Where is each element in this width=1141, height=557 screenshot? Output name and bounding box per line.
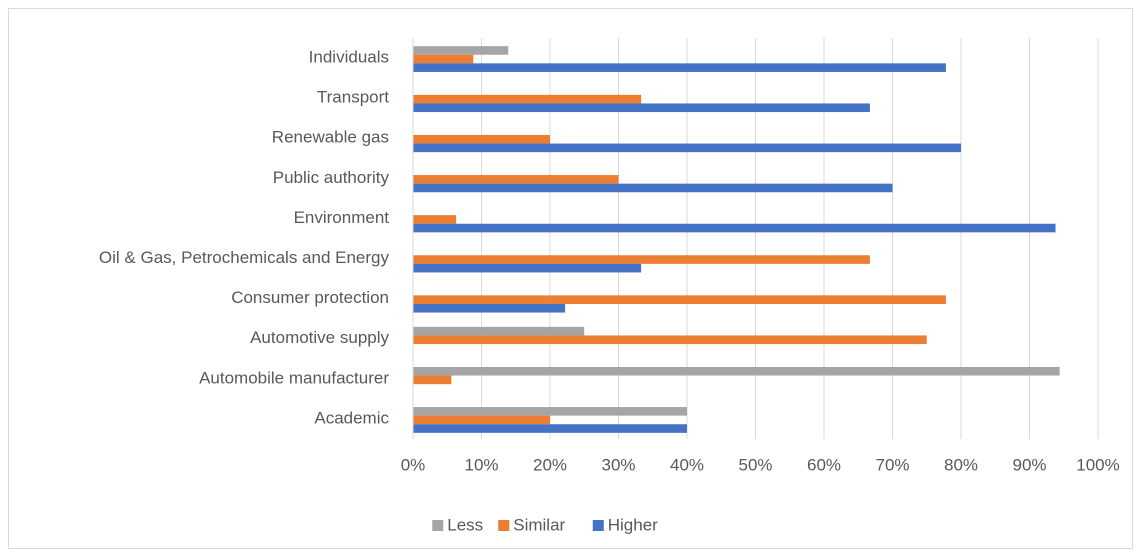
x-tick-label: 70% [875,455,909,474]
y-tick-label: Environment [294,208,390,227]
y-tick-label: Automotive supply [250,328,389,347]
bar [413,326,585,336]
legend-label: Less [447,515,483,534]
bar [413,415,550,425]
x-tick-label: 50% [738,455,772,474]
bar [413,295,946,304]
x-tick-label: 30% [601,455,635,474]
bar [413,143,961,153]
bar [413,263,642,273]
y-tick-label: Individuals [309,48,389,67]
legend-swatch [498,520,510,531]
y-tick-label: Consumer protection [231,288,389,307]
bar [413,375,452,385]
bar [413,303,566,313]
legend-swatch [592,520,604,531]
y-tick-label: Renewable gas [272,128,389,147]
x-tick-label: 60% [807,455,841,474]
x-tick-label: 100% [1076,455,1119,474]
bar [413,183,893,193]
x-tick-label: 80% [944,455,978,474]
bar [413,94,642,104]
x-tick-label: 40% [670,455,704,474]
bar [413,46,509,55]
x-tick-label: 20% [533,455,567,474]
y-tick-label: Academic [314,408,389,427]
bar [413,134,550,144]
bar [413,54,474,64]
legend-label: Higher [608,515,658,534]
legend-label: Similar [513,515,565,534]
legend-swatch [432,520,444,531]
bar [413,63,946,72]
y-tick-label: Transport [317,88,389,107]
x-tick-label: 90% [1012,455,1046,474]
y-tick-label: Oil & Gas, Petrochemicals and Energy [99,248,390,267]
bar [413,335,927,345]
x-tick-label: 10% [464,455,498,474]
bar [413,175,619,184]
y-tick-label: Public authority [273,168,390,187]
bar [413,223,1056,233]
bar [413,255,870,264]
bar [413,407,687,416]
bar [413,424,687,433]
bar [413,366,1060,376]
bar [413,215,457,224]
y-tick-label: Automobile manufacturer [199,368,389,387]
x-tick-label: 0% [401,455,426,474]
bar [413,103,870,113]
